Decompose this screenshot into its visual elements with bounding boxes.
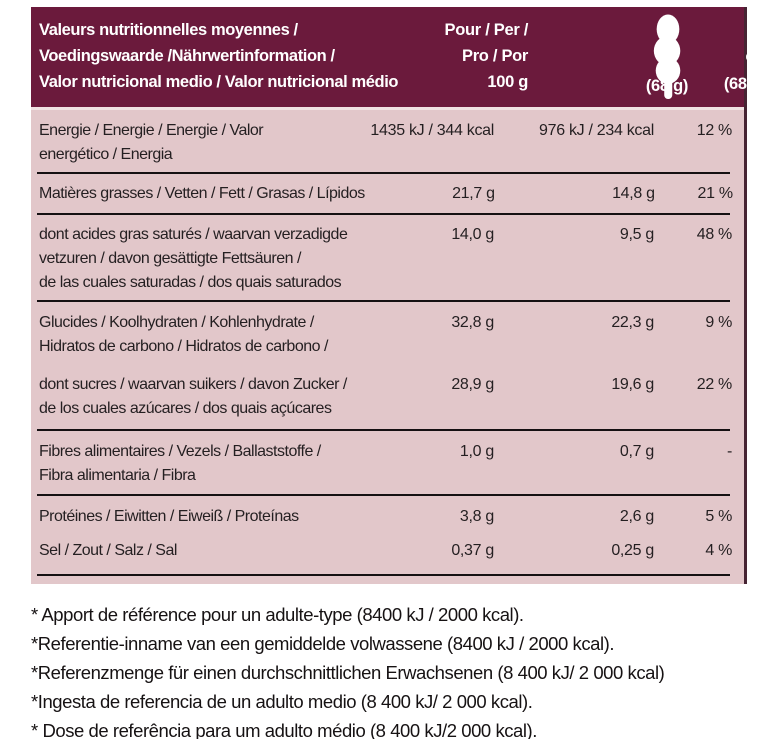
table-body: Energie / Energie / Energie / Valor ener… <box>31 110 744 584</box>
value-per-100g: 3,8 g <box>459 508 494 525</box>
header-title: Valeurs nutritionnelles moyennes / Voedi… <box>39 21 399 91</box>
value-per-portion: 0,7 g <box>619 443 654 460</box>
percent-ri-value: 9 % <box>705 314 732 331</box>
value-per-100g: 1,0 g <box>459 443 494 460</box>
footnote: * Dose de referência para um adulto médi… <box>31 720 537 739</box>
ice-cream-bar-icon <box>653 14 681 99</box>
table-row: Sel / Zout / Salz / Sal 0,37 g 0,25 g 4 … <box>31 534 744 574</box>
table-row: Protéines / Eiwitten / Eiweiß / Proteína… <box>31 496 744 534</box>
header-per-100g: Pour / Per / Pro / Por 100 g <box>444 21 529 91</box>
row-divider <box>37 494 730 496</box>
footnotes: * Apport de référence pour un adulte-typ… <box>31 600 778 739</box>
nutrition-table: Valeurs nutritionnelles moyennes / Voedi… <box>31 7 766 584</box>
footnote: *Ingesta de referencia de un adulto medi… <box>31 691 533 712</box>
value-per-portion: 14,8 g <box>612 185 655 202</box>
footnote: *Referentie-inname van een gemiddelde vo… <box>31 633 615 654</box>
table-row: Glucides / Koolhydraten / Kohlenhydrate … <box>31 302 744 363</box>
value-per-100g: 14,0 g <box>451 226 494 243</box>
row-divider <box>37 574 730 576</box>
footnote: *Referenzmenge für einen durchschnittlic… <box>31 662 665 683</box>
table-row: Fibres alimentaires / Vezels / Ballastst… <box>31 431 744 494</box>
value-per-portion: 0,25 g <box>611 542 654 559</box>
percent-ri-value: 22 % <box>696 376 733 393</box>
row-divider <box>37 172 730 174</box>
value-per-100g: 21,7 g <box>452 185 495 202</box>
value-per-portion: 19,6 g <box>611 376 654 393</box>
footnote: * Apport de référence pour un adulte-typ… <box>31 604 524 625</box>
table-row: Matières grasses / Vetten / Fett / Grasa… <box>31 174 744 213</box>
percent-ri-value: 12 % <box>696 122 733 139</box>
nutrient-label: dont sucres / waarvan suikers / davon Zu… <box>39 376 347 417</box>
value-per-100g: 0,37 g <box>451 542 494 559</box>
percent-ri-value: 4 % <box>705 542 732 559</box>
percent-ri-value: 5 % <box>705 508 732 525</box>
row-divider <box>37 213 730 215</box>
nutrient-label: Energie / Energie / Energie / Valor ener… <box>39 122 264 163</box>
nutrient-label: dont acides gras saturés / waarvan verza… <box>39 226 348 291</box>
table-row: dont acides gras saturés / waarvan verza… <box>31 215 744 300</box>
nutrient-label: Glucides / Koolhydraten / Kohlenhydrate … <box>39 314 328 355</box>
row-divider <box>37 429 730 431</box>
table-row: dont sucres / waarvan suikers / davon Zu… <box>31 363 744 429</box>
percent-ri-value: 21 % <box>697 185 733 202</box>
value-per-100g: 1435 kJ / 344 kcal <box>370 122 494 139</box>
value-per-portion: 976 kJ / 234 kcal <box>539 122 654 139</box>
value-per-100g: 32,8 g <box>451 314 494 331</box>
value-per-portion: 2,6 g <box>619 508 654 525</box>
table-row: Energie / Energie / Energie / Valor ener… <box>31 110 744 172</box>
row-divider <box>37 300 730 302</box>
nutrient-label: Protéines / Eiwitten / Eiweiß / Proteína… <box>39 508 299 525</box>
header-body-separator <box>31 107 744 110</box>
header-percent-reference: %* (68 g) <box>723 51 767 93</box>
nutrient-label: Sel / Zout / Salz / Sal <box>39 542 177 559</box>
percent-ri-value: - <box>726 443 732 460</box>
nutrient-label: Matières grasses / Vetten / Fett / Grasa… <box>39 185 365 202</box>
value-per-100g: 28,9 g <box>451 376 494 393</box>
table-header: Valeurs nutritionnelles moyennes / Voedi… <box>31 7 766 107</box>
percent-ri-value: 48 % <box>696 226 733 243</box>
value-per-portion: 22,3 g <box>611 314 654 331</box>
nutrient-label: Fibres alimentaires / Vezels / Ballastst… <box>39 443 321 484</box>
value-per-portion: 9,5 g <box>619 226 654 243</box>
